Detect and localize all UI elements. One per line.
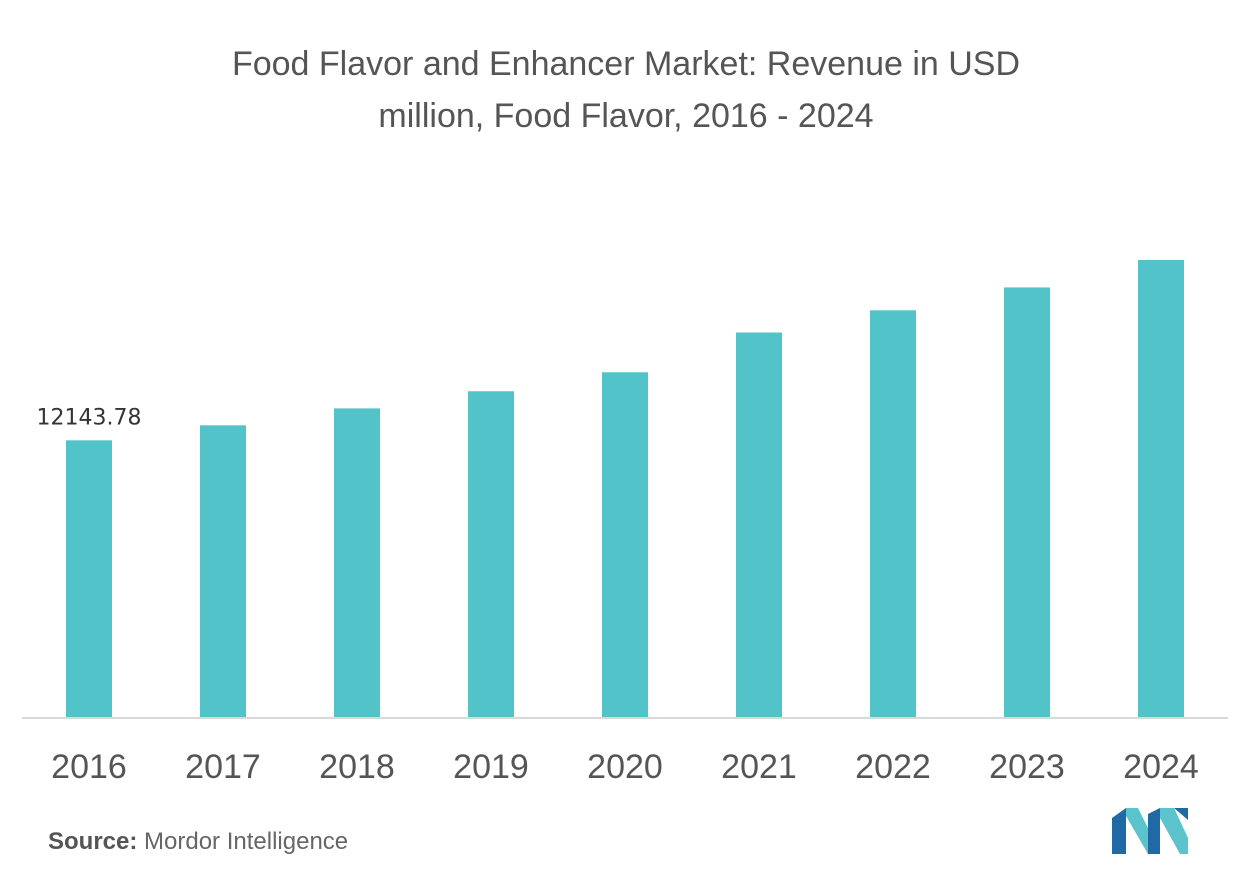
- x-tick-label-2019: 2019: [453, 748, 529, 786]
- source-label: Source:: [48, 828, 138, 855]
- mordor-intelligence-logo-icon: [1112, 808, 1188, 854]
- chart-title: Food Flavor and Enhancer Market: Revenue…: [126, 38, 1126, 142]
- x-tick-label-2017: 2017: [185, 748, 261, 786]
- bars-group: [66, 260, 1184, 718]
- bar-2016: [66, 440, 112, 718]
- bar-2020: [602, 372, 648, 718]
- data-labels: 12143.78: [37, 405, 142, 430]
- bar-2018: [334, 408, 380, 718]
- x-tick-label-2024: 2024: [1123, 748, 1199, 786]
- data-label-2016: 12143.78: [37, 405, 142, 430]
- x-tick-label-2022: 2022: [855, 748, 931, 786]
- x-tick-label-2021: 2021: [721, 748, 797, 786]
- bar-2022: [870, 310, 916, 718]
- chart-title-line-1: Food Flavor and Enhancer Market: Revenue…: [231, 45, 1021, 83]
- source-text: Mordor Intelligence: [144, 828, 349, 855]
- x-tick-label-2018: 2018: [319, 748, 395, 786]
- x-tick-labels: 2016 2017 2018 2019 2020 2021 2022 2023 2024: [51, 748, 1199, 786]
- x-tick-label-2023: 2023: [989, 748, 1065, 786]
- bar-2021: [736, 332, 782, 718]
- x-tick-label-2020: 2020: [587, 748, 663, 786]
- bar-2024: [1138, 260, 1184, 718]
- bar-2019: [468, 391, 514, 718]
- source-note: Source: Mordor Intelligence: [48, 828, 348, 856]
- x-tick-label-2016: 2016: [51, 748, 127, 786]
- chart-title-line-2: million, Food Flavor, 2016 - 2024: [378, 97, 874, 135]
- bar-2017: [200, 425, 246, 718]
- bar-2023: [1004, 287, 1050, 718]
